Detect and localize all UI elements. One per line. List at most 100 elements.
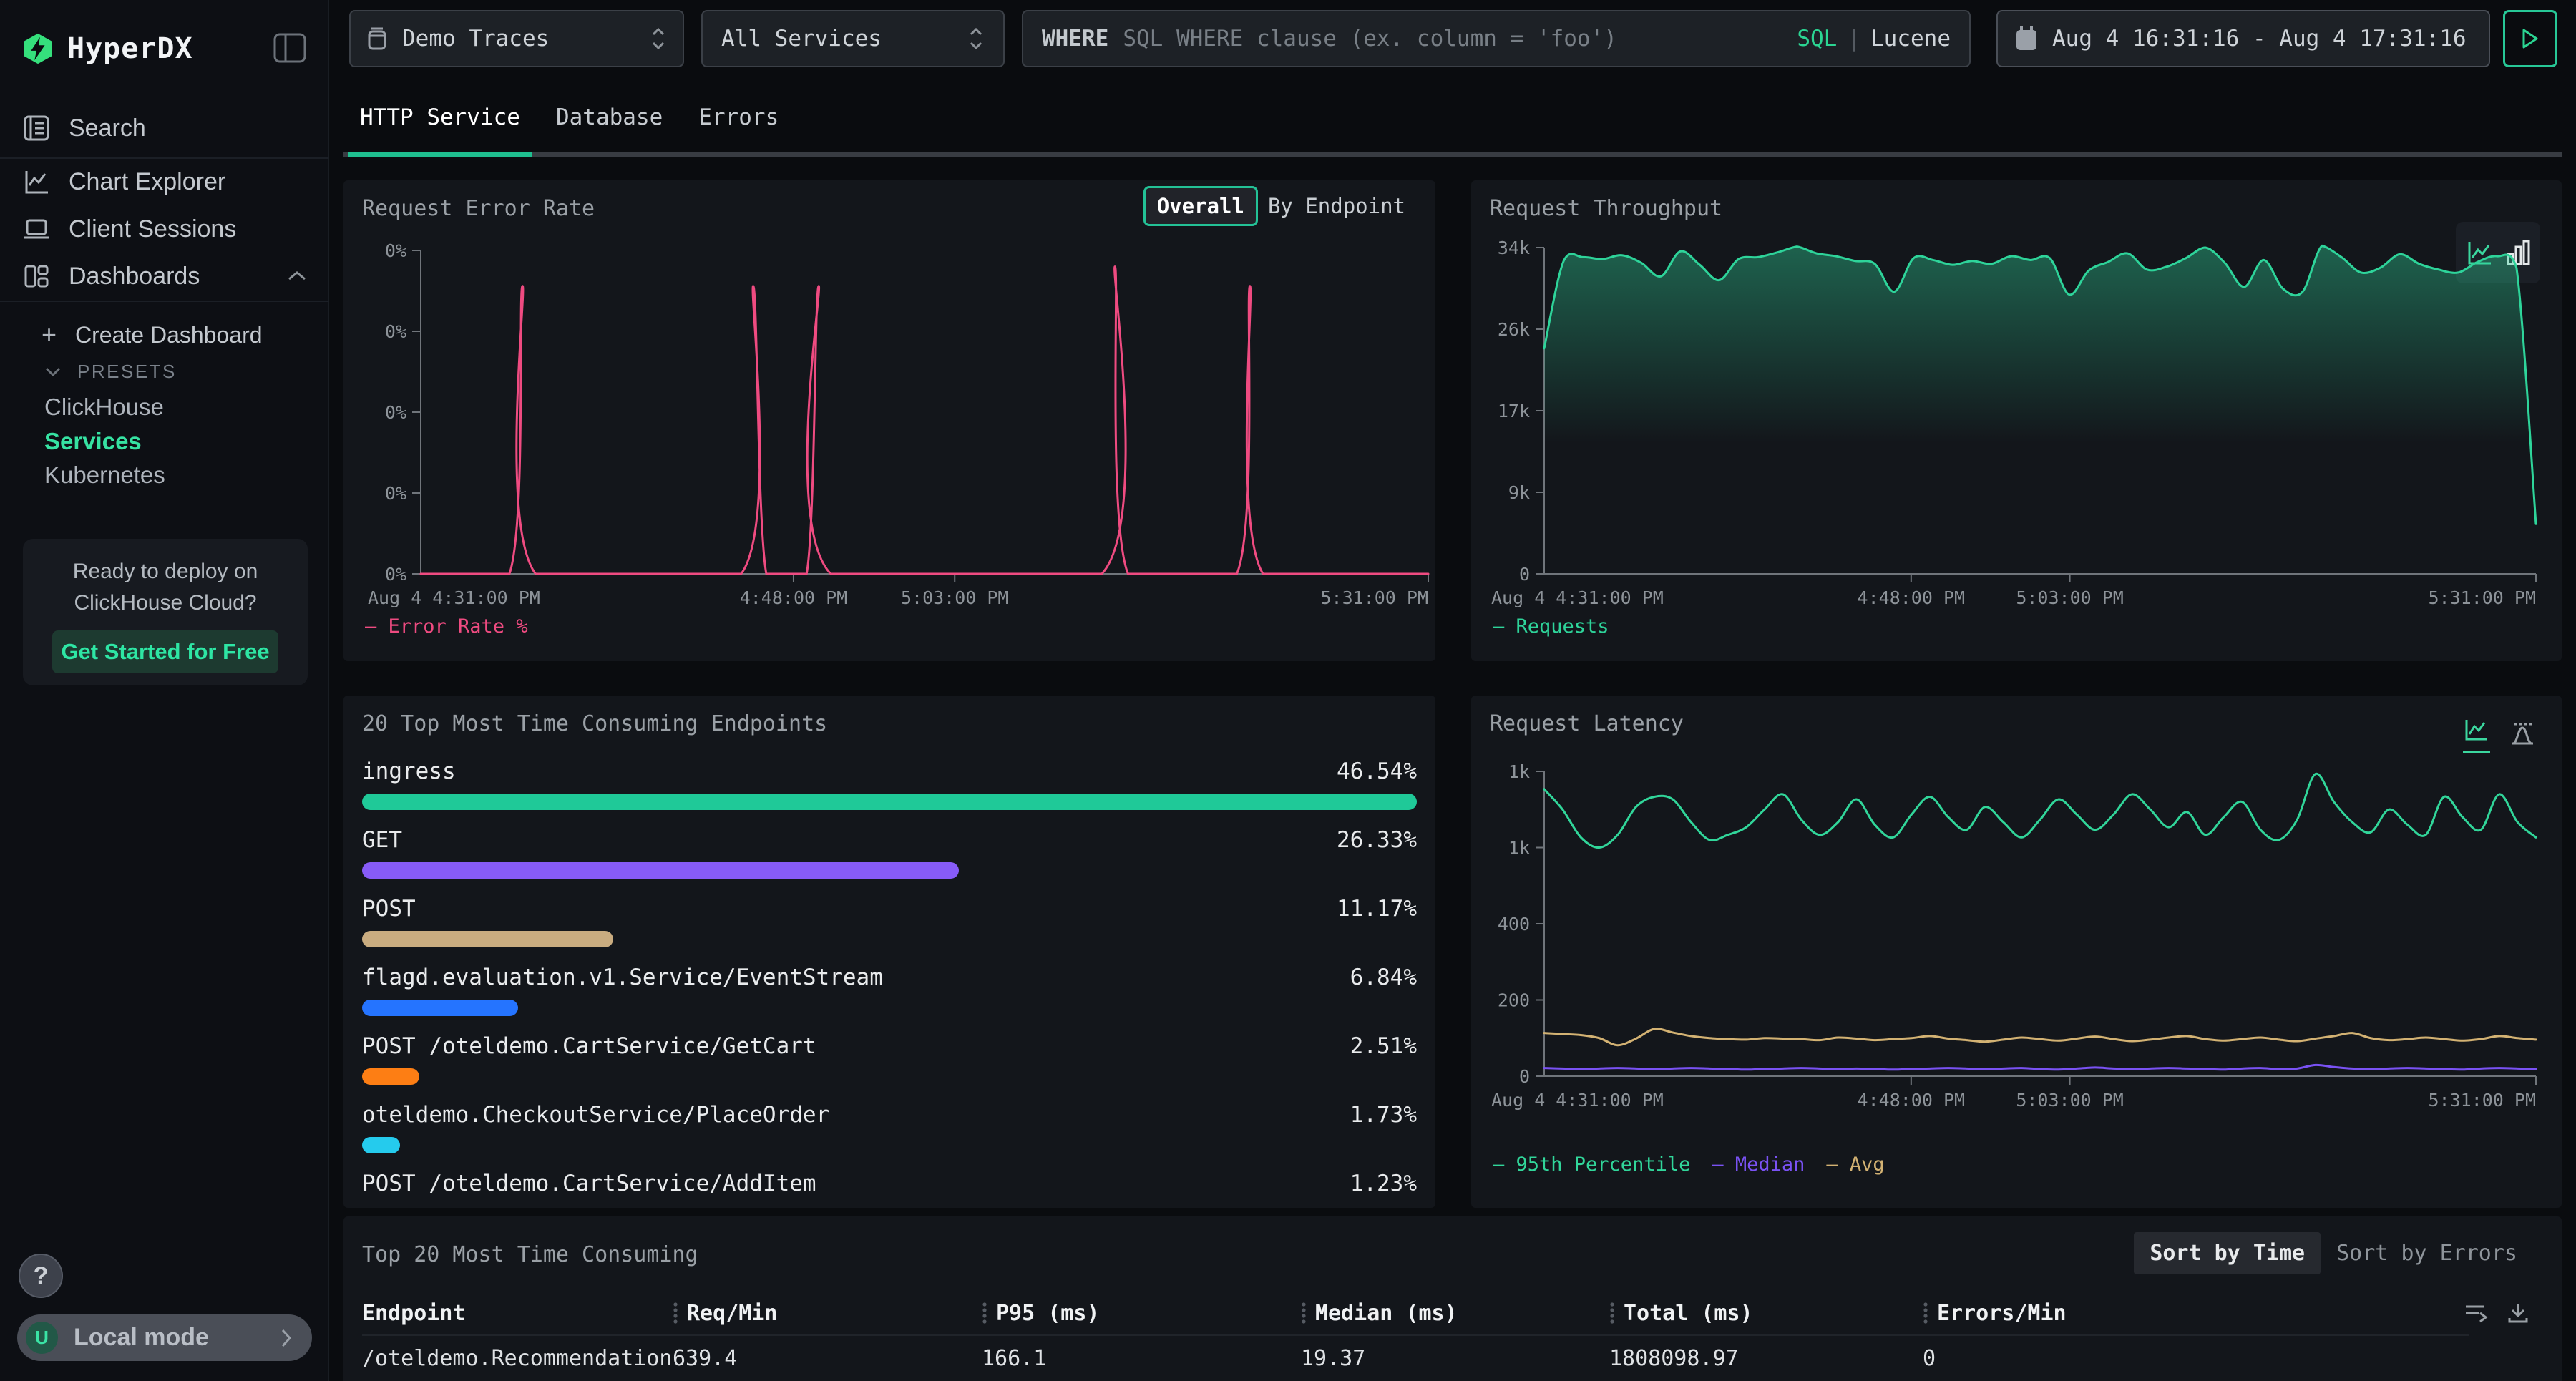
svg-text:0%: 0% xyxy=(385,240,406,261)
sort-by-time-button[interactable]: Sort by Time xyxy=(2134,1232,2321,1274)
tab-database[interactable]: Database xyxy=(544,79,675,157)
endpoint-row[interactable]: ingress 46.54% xyxy=(362,756,1417,810)
endpoint-row[interactable]: GET 26.33% xyxy=(362,824,1417,879)
promo-text-line1: Ready to deploy on xyxy=(23,556,308,587)
sidebar-toggle-icon xyxy=(273,33,306,63)
sidebar-item-dashboards[interactable]: Dashboards xyxy=(0,253,329,300)
column-label: Median (ms) xyxy=(1315,1301,1458,1326)
sidebar-item-chart-explorer[interactable]: Chart Explorer xyxy=(0,158,329,205)
sidebar-item-client-sessions[interactable]: Client Sessions xyxy=(0,205,329,253)
presets-section-toggle[interactable]: PRESETS xyxy=(0,353,329,389)
plus-icon: + xyxy=(42,320,57,350)
latency-chart[interactable]: 1k1k4002000Aug 4 4:31:00 PM4:48:00 PM5:0… xyxy=(1488,756,2545,1113)
table-cell: 19.37 xyxy=(1301,1346,1609,1371)
svg-text:1k: 1k xyxy=(1508,838,1530,859)
endpoint-row[interactable]: flagd.evaluation.v1.Service/EventStream … xyxy=(362,962,1417,1016)
endpoint-percent: 11.17% xyxy=(1337,896,1417,922)
sort-by-errors-button[interactable]: Sort by Errors xyxy=(2321,1232,2533,1274)
svg-text:0%: 0% xyxy=(385,483,406,504)
by-endpoint-toggle-button[interactable]: By Endpoint xyxy=(1258,188,1415,224)
sidebar-preset-services[interactable]: Services xyxy=(0,424,329,459)
run-query-button[interactable] xyxy=(2503,10,2557,67)
table-column-header[interactable]: Errors/Min xyxy=(1923,1301,2469,1326)
error-rate-chart[interactable]: 0%0%0%0%0%Aug 4 4:31:00 PM4:48:00 PM5:03… xyxy=(361,240,1430,613)
svg-text:4:48:00 PM: 4:48:00 PM xyxy=(1858,1090,1966,1111)
column-label: Endpoint xyxy=(362,1301,466,1326)
help-button[interactable]: ? xyxy=(19,1254,63,1298)
endpoint-row[interactable]: POST /oteldemo.CartService/AddItem 1.23% xyxy=(362,1168,1417,1206)
endpoint-label: GET xyxy=(362,827,402,853)
svg-text:1k: 1k xyxy=(1508,761,1530,782)
download-icon[interactable] xyxy=(2506,1301,2530,1325)
svg-text:26k: 26k xyxy=(1498,319,1530,340)
create-dashboard-button[interactable]: + Create Dashboard xyxy=(0,317,329,353)
sidebar-collapse-button[interactable] xyxy=(272,33,308,64)
sidebar-item-label: Dashboards xyxy=(69,263,200,291)
request-throughput-panel: Request Throughput 34k26k17k9k0Aug 4 4:3… xyxy=(1471,180,2562,661)
table-column-header[interactable]: Req/Min xyxy=(673,1301,982,1326)
svg-text:5:31:00 PM: 5:31:00 PM xyxy=(2428,1090,2536,1111)
service-select-value: All Services xyxy=(721,26,882,52)
table-column-header[interactable]: Total (ms) xyxy=(1609,1301,1923,1326)
mode-divider: | xyxy=(1847,26,1860,52)
topbar: Demo Traces All Services WHERE SQL WHERE… xyxy=(329,0,2576,79)
legend-item: — Error Rate % xyxy=(365,615,528,638)
tab-http-service[interactable]: HTTP Service xyxy=(348,79,532,157)
data-source-select[interactable]: Demo Traces xyxy=(349,10,684,67)
endpoint-percent: 6.84% xyxy=(1350,965,1417,990)
latency-chart-type-icons xyxy=(2463,717,2536,753)
sidebar-preset-clickhouse[interactable]: ClickHouse xyxy=(0,389,329,425)
overall-toggle-button[interactable]: Overall xyxy=(1143,186,1258,226)
tab-errors[interactable]: Errors xyxy=(686,79,791,157)
histogram-icon[interactable] xyxy=(2509,721,2536,750)
avatar: U xyxy=(26,1322,58,1354)
panel-title: Request Latency xyxy=(1490,711,1684,736)
endpoint-rows: ingress 46.54% GET 26.33% POST 11.17% fl… xyxy=(362,756,1417,1206)
chevron-up-icon xyxy=(286,270,308,283)
sidebar-preset-kubernetes[interactable]: Kubernetes xyxy=(0,457,329,493)
table-body: /oteldemo.RecommendationServ639.4166.119… xyxy=(362,1336,2469,1380)
endpoint-row[interactable]: oteldemo.CheckoutService/PlaceOrder 1.73… xyxy=(362,1099,1417,1153)
where-clause-input[interactable]: WHERE SQL WHERE clause (ex. column = 'fo… xyxy=(1022,10,1971,67)
legend-item: — Median xyxy=(1712,1153,1805,1176)
database-icon xyxy=(366,26,388,52)
endpoint-row[interactable]: POST 11.17% xyxy=(362,893,1417,947)
table-column-header[interactable]: Endpoint xyxy=(362,1301,673,1326)
service-select[interactable]: All Services xyxy=(701,10,1005,67)
clickhouse-cloud-promo-card: Ready to deploy on ClickHouse Cloud? Get… xyxy=(23,539,308,685)
play-icon xyxy=(2521,28,2540,49)
get-started-button[interactable]: Get Started for Free xyxy=(52,630,278,673)
line-chart-icon[interactable] xyxy=(2463,717,2490,753)
column-settings-icon[interactable] xyxy=(2463,1301,2489,1325)
lucene-mode-toggle[interactable]: Lucene xyxy=(1870,26,1951,52)
sidebar-item-search[interactable]: Search xyxy=(0,104,329,152)
panel-title: Request Error Rate xyxy=(362,196,595,221)
table-row[interactable]: /oteldemo.RecommendationServ639.4166.119… xyxy=(362,1336,2469,1380)
table-column-header[interactable]: P95 (ms) xyxy=(982,1301,1301,1326)
endpoint-percent: 1.23% xyxy=(1350,1171,1417,1196)
endpoint-row[interactable]: POST /oteldemo.CartService/GetCart 2.51% xyxy=(362,1030,1417,1085)
sql-mode-toggle[interactable]: SQL xyxy=(1797,26,1837,52)
logo-row: HyperDX xyxy=(0,26,329,72)
error-rate-view-toggle: Overall By Endpoint xyxy=(1143,186,1415,226)
select-chevrons-icon xyxy=(650,24,667,53)
preset-label: Kubernetes xyxy=(44,462,165,489)
request-latency-panel: Request Latency 1k1k4002000Aug 4 4:31:00… xyxy=(1471,696,2562,1208)
table-sort-toggle: Sort by Time Sort by Errors xyxy=(2134,1232,2533,1274)
column-label: Req/Min xyxy=(687,1301,777,1326)
table-cell: /oteldemo.RecommendationServ xyxy=(362,1346,673,1371)
throughput-chart[interactable]: 34k26k17k9k0Aug 4 4:31:00 PM4:48:00 PM5:… xyxy=(1488,240,2545,613)
sidebar: HyperDX Search Chart Explorer xyxy=(0,0,329,1381)
user-menu[interactable]: U Local mode xyxy=(17,1314,312,1361)
svg-text:4:48:00 PM: 4:48:00 PM xyxy=(740,587,848,608)
endpoint-bar xyxy=(362,1068,419,1085)
endpoint-bar xyxy=(362,1137,400,1153)
time-range-picker[interactable]: Aug 4 16:31:16 - Aug 4 17:31:16 xyxy=(1996,10,2490,67)
user-mode-label: Local mode xyxy=(74,1324,209,1352)
tabs-baseline xyxy=(343,152,2562,157)
endpoint-percent: 26.33% xyxy=(1337,827,1417,853)
endpoint-bar xyxy=(362,1000,518,1016)
panel-title: Top 20 Most Time Consuming xyxy=(362,1242,698,1267)
table-column-header[interactable]: Median (ms) xyxy=(1301,1301,1609,1326)
dashboards-icon xyxy=(21,261,52,291)
